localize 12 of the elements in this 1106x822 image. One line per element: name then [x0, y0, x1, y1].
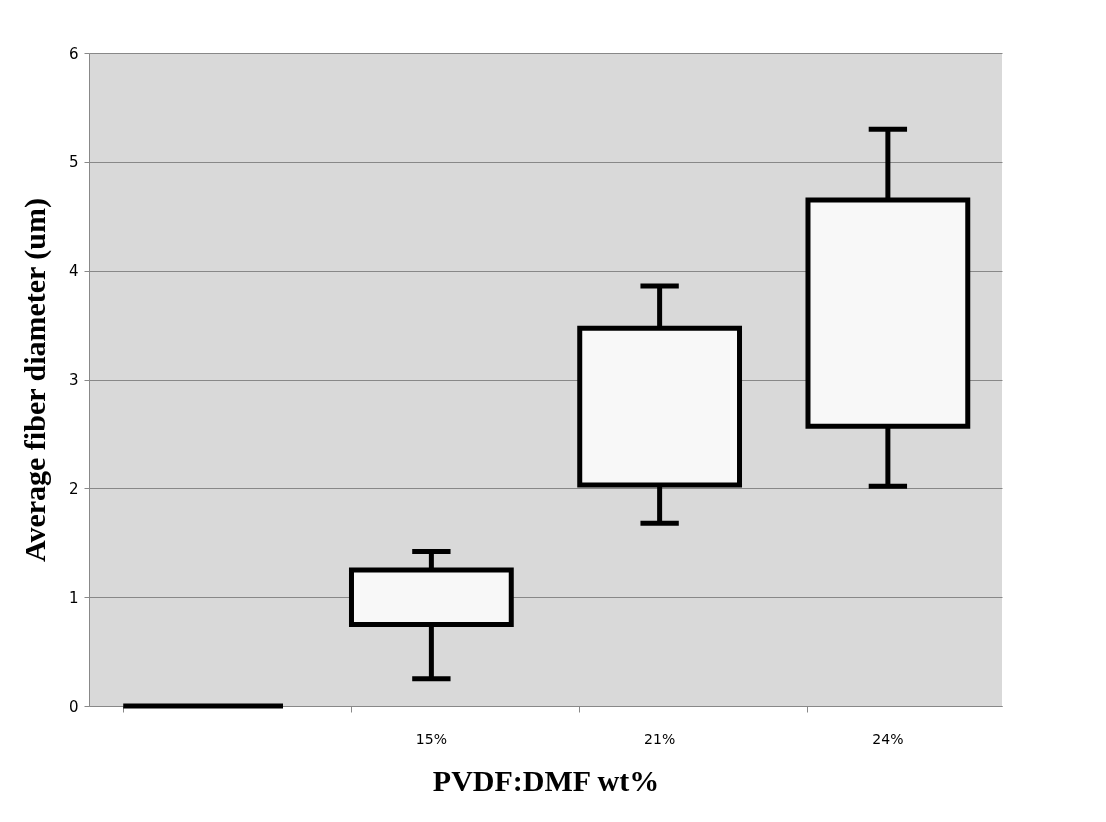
x-tick-label: 15% — [415, 730, 447, 747]
y-axis-title: Average fiber diameter (um) — [17, 197, 52, 563]
x-tick-label: 21% — [644, 730, 676, 747]
y-tick-label: 1 — [68, 588, 79, 607]
y-tick-label: 2 — [68, 479, 79, 498]
y-tick-label: 0 — [68, 697, 79, 716]
y-tick-label: 5 — [68, 153, 79, 172]
x-tick-label: 24% — [872, 730, 904, 747]
y-tick-label: 4 — [68, 262, 79, 281]
x-axis-title: PVDF:DMF wt% — [432, 763, 660, 797]
y-tick-label: 3 — [68, 371, 79, 389]
y-tick-label: 6 — [68, 44, 79, 63]
